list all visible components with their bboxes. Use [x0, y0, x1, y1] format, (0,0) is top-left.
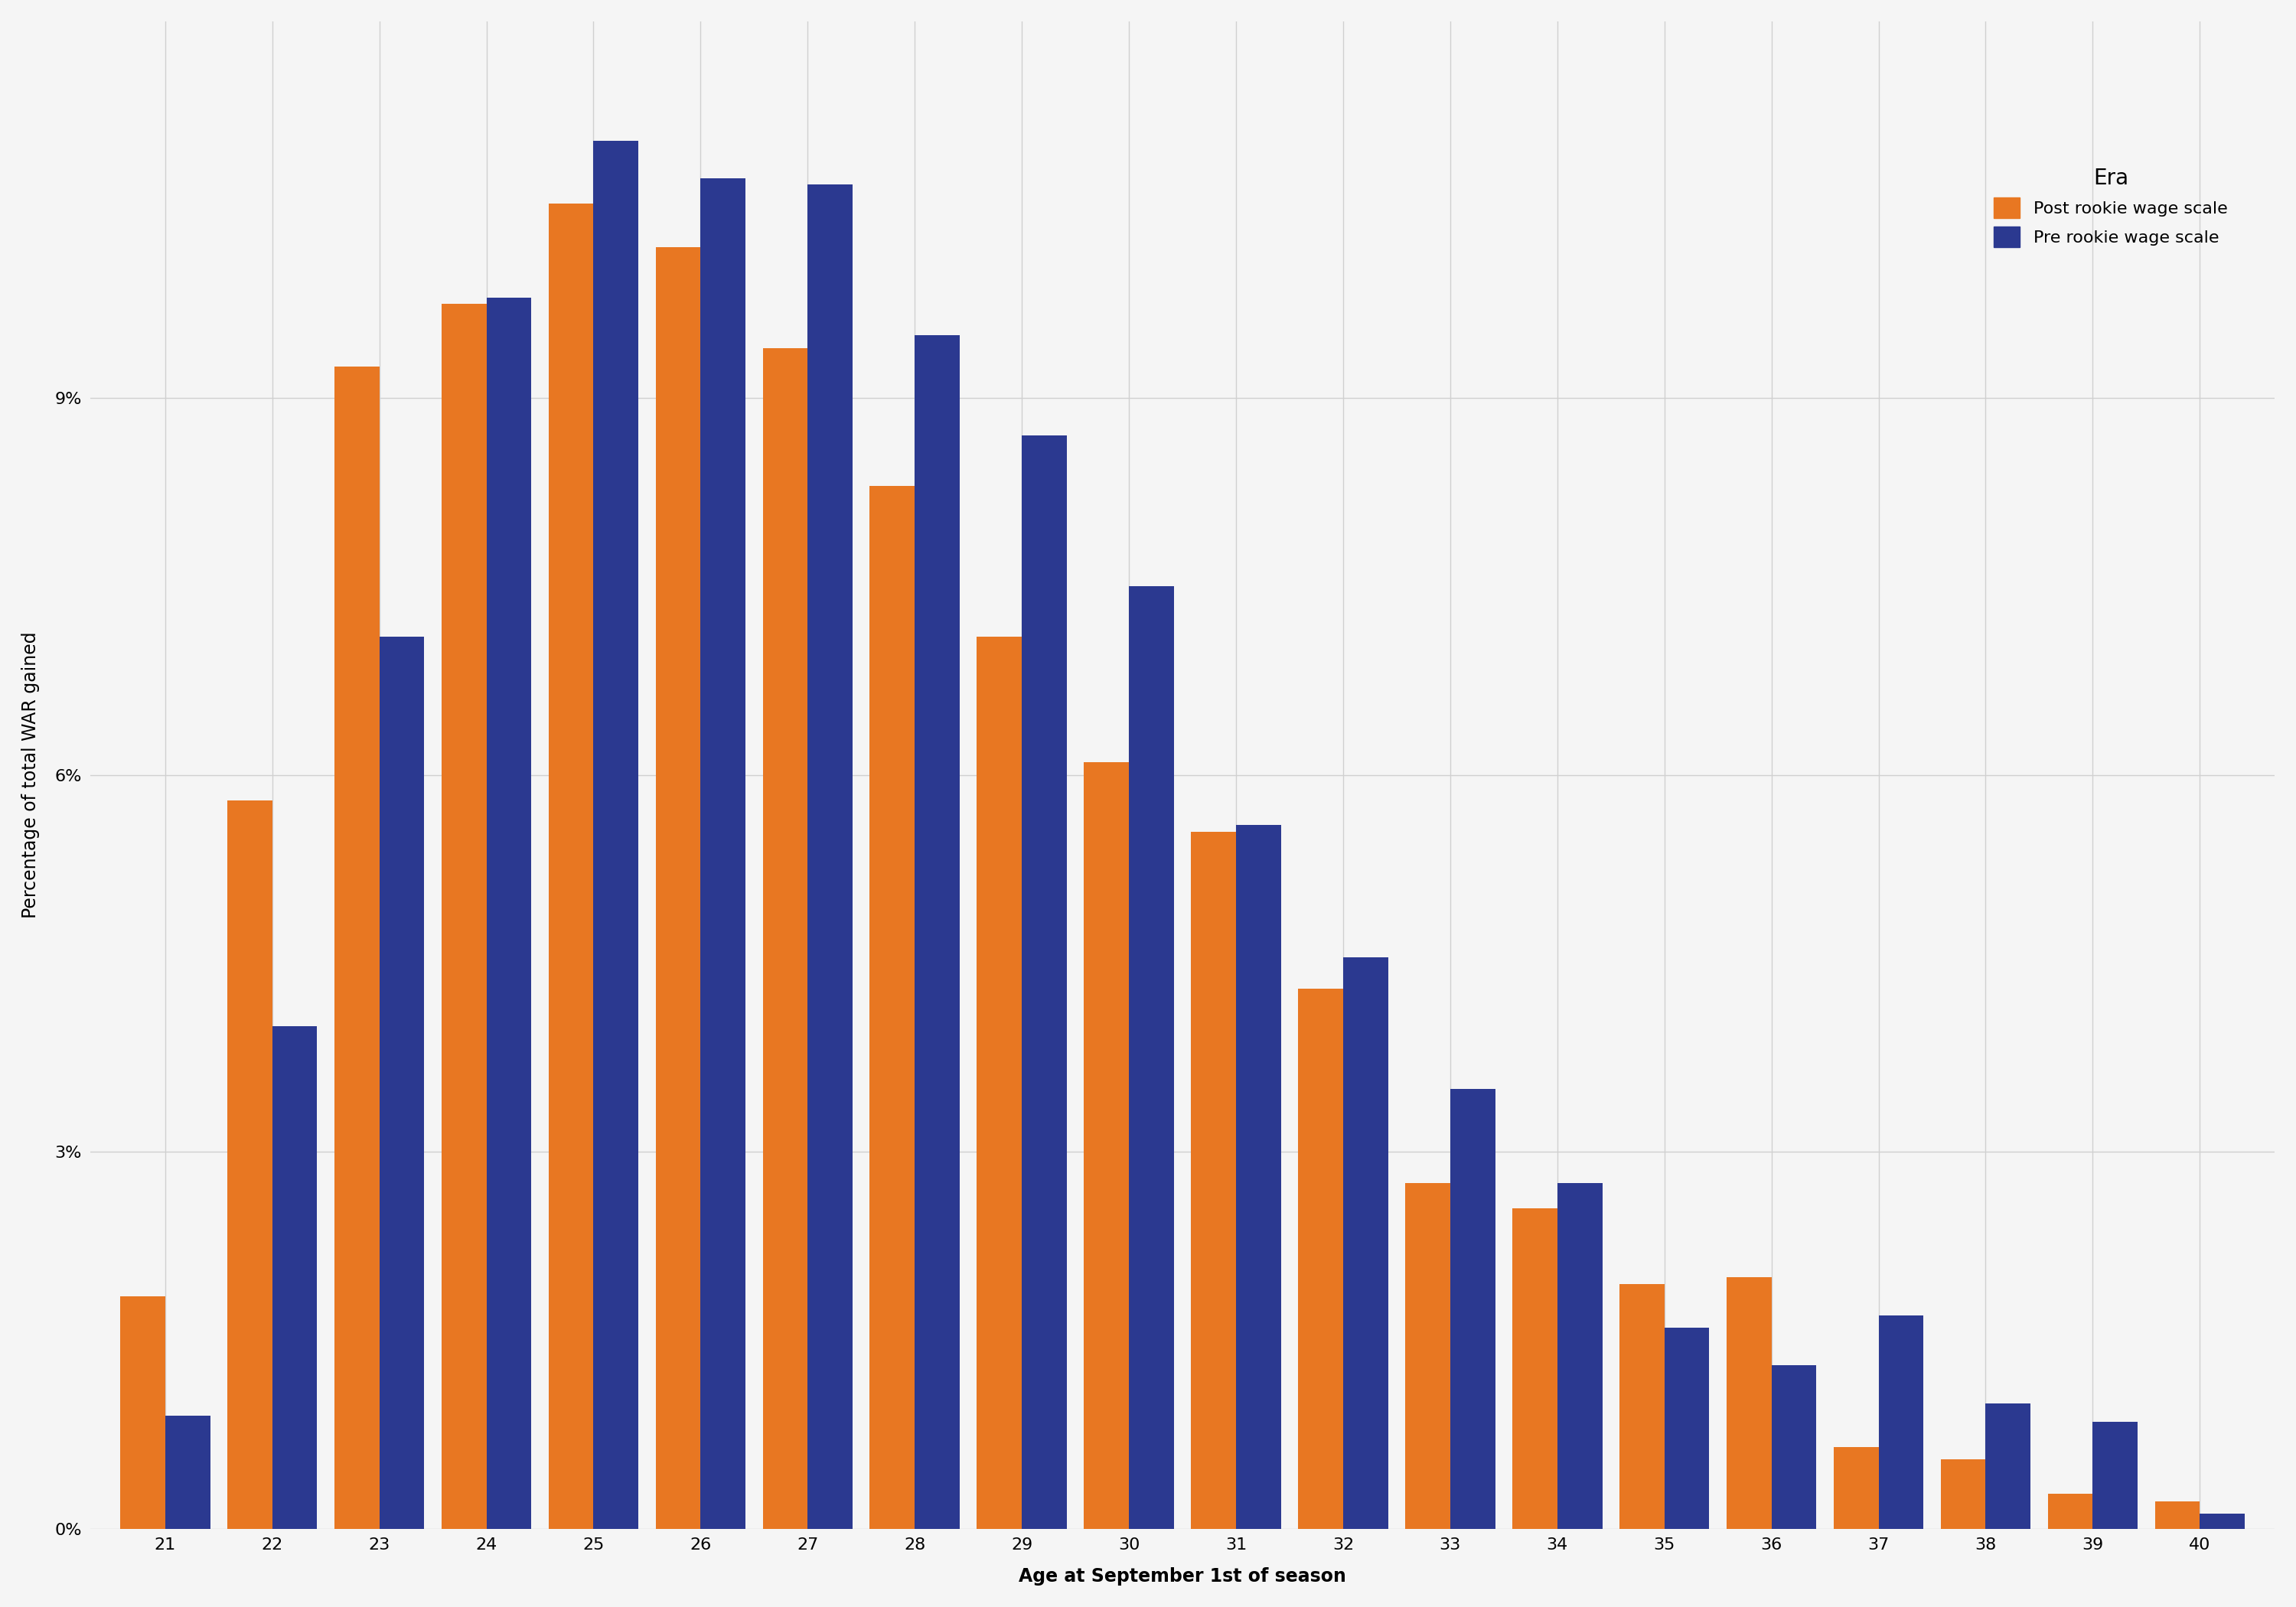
Bar [1343, 958, 1389, 1528]
Bar [657, 247, 700, 1528]
Bar [1405, 1183, 1451, 1528]
Bar [273, 1027, 317, 1528]
Y-axis label: Percentage of total WAR gained: Percentage of total WAR gained [21, 632, 39, 918]
Bar [1940, 1459, 1986, 1528]
Bar [1727, 1278, 1773, 1528]
Bar [1084, 762, 1130, 1528]
Bar [1665, 1327, 1708, 1528]
Bar [549, 204, 592, 1528]
Bar [914, 336, 960, 1528]
Bar [335, 366, 379, 1528]
Bar [379, 636, 425, 1528]
Bar [1835, 1446, 1878, 1528]
Bar [808, 185, 852, 1528]
Bar [1297, 988, 1343, 1528]
Legend: Post rookie wage scale, Pre rookie wage scale: Post rookie wage scale, Pre rookie wage … [1977, 151, 2245, 264]
Bar [1619, 1284, 1665, 1528]
Bar [1773, 1366, 1816, 1528]
Bar [1557, 1183, 1603, 1528]
Bar [1513, 1208, 1557, 1528]
Bar [441, 304, 487, 1528]
Bar [1235, 826, 1281, 1528]
Bar [2156, 1501, 2200, 1528]
Bar [165, 1416, 211, 1528]
Bar [1130, 587, 1173, 1528]
Bar [1022, 435, 1068, 1528]
Bar [976, 636, 1022, 1528]
Bar [1986, 1403, 2030, 1528]
Bar [1451, 1090, 1495, 1528]
Bar [2200, 1514, 2245, 1528]
Bar [592, 140, 638, 1528]
Bar [1878, 1315, 1924, 1528]
Bar [870, 485, 914, 1528]
Bar [762, 347, 808, 1528]
Bar [119, 1297, 165, 1528]
Bar [2092, 1422, 2138, 1528]
Bar [1192, 831, 1235, 1528]
Bar [2048, 1493, 2092, 1528]
Bar [487, 297, 530, 1528]
X-axis label: Age at September 1st of season: Age at September 1st of season [1019, 1567, 1345, 1586]
Bar [700, 178, 746, 1528]
Bar [227, 800, 273, 1528]
